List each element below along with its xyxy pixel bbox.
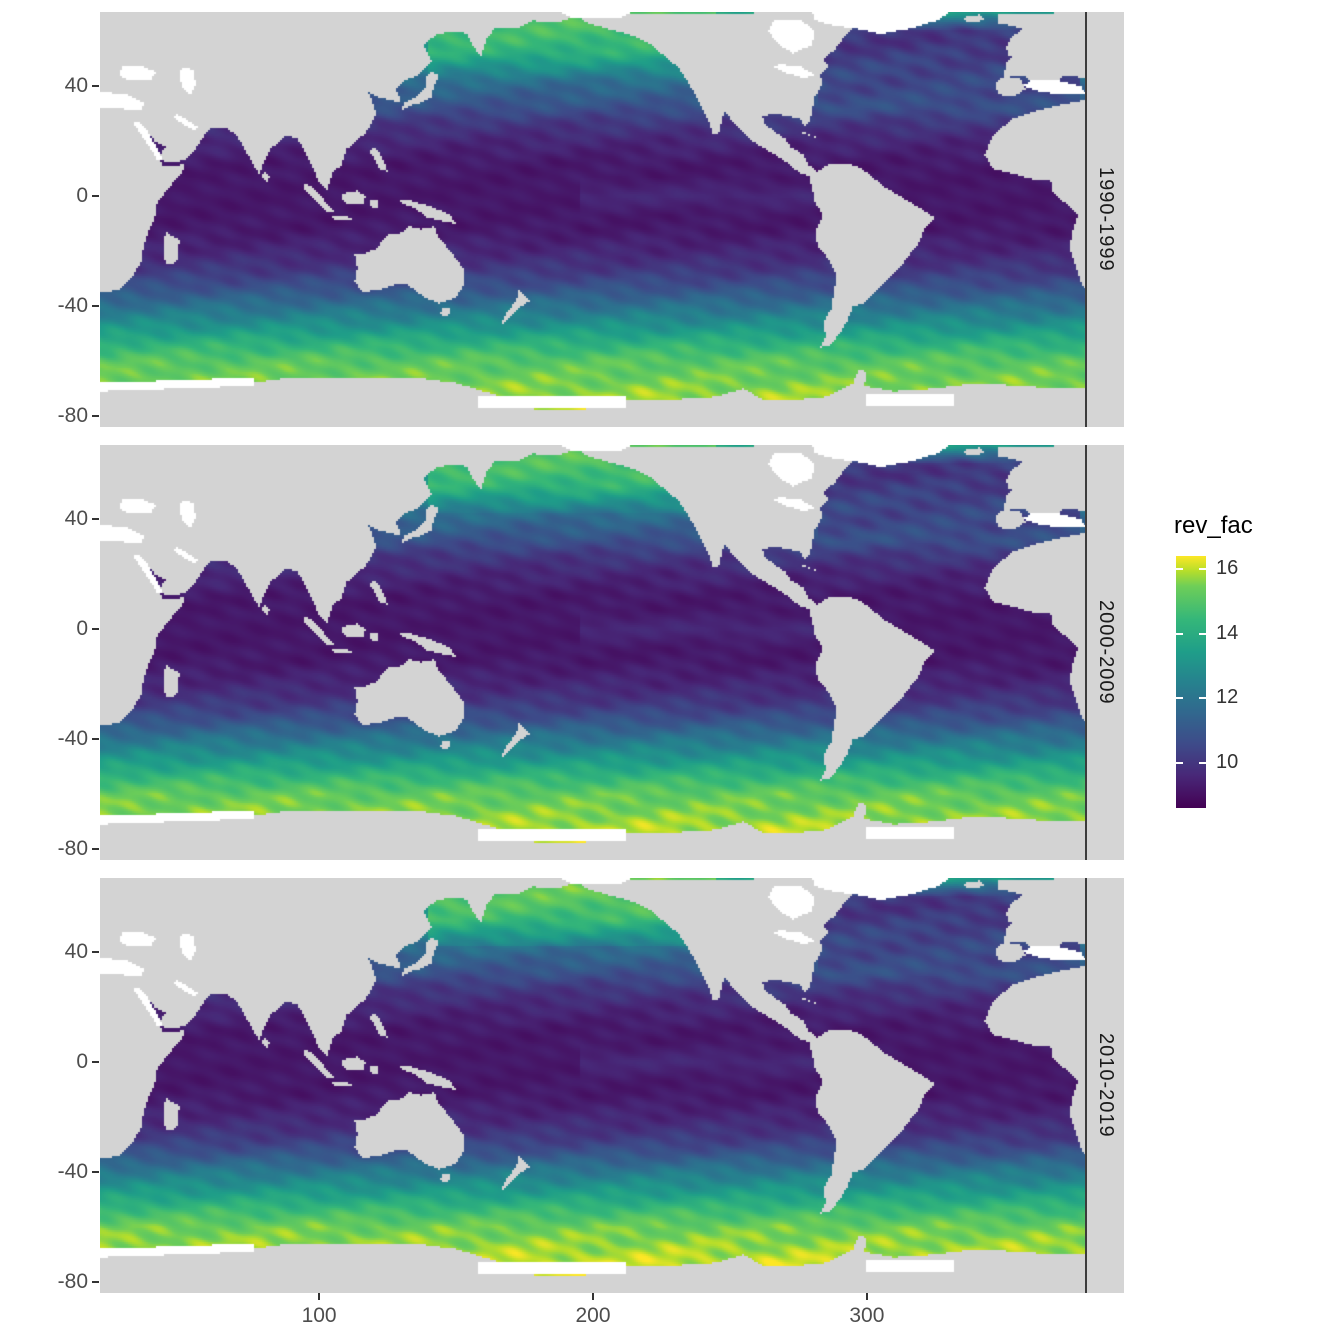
colorbar-tick-mark (1199, 697, 1206, 700)
y-axis-tick-label: -80 (57, 1270, 88, 1293)
colorbar-tick-label: 16 (1216, 556, 1239, 579)
facet-strip-1990-1999: 1990-1999 (1087, 12, 1124, 427)
colorbar-tick-mark (1199, 567, 1206, 570)
x-axis-tick-mark (865, 1293, 868, 1300)
y-axis-tick-label: 40 (64, 74, 88, 98)
x-axis-tick-mark (318, 1293, 321, 1300)
colorbar-tick-mark (1199, 632, 1206, 635)
y-axis-tick-label: -40 (57, 294, 88, 318)
map-raster-2000-2009 (100, 445, 1086, 860)
colorbar-tick-label: 12 (1216, 686, 1239, 709)
colorbar-tick-mark (1176, 567, 1183, 570)
y-axis-tick-label: 0 (76, 184, 88, 208)
map-raster-2010-2019 (100, 878, 1086, 1293)
y-axis-tick-mark (92, 1061, 99, 1064)
x-axis-tick-label: 200 (575, 1304, 611, 1327)
x-axis-tick-label: 300 (849, 1304, 885, 1327)
y-axis-tick-mark (92, 1281, 99, 1283)
facet-strip-2010-2019: 2010-2019 (1087, 878, 1124, 1293)
colorbar-tick-label: 10 (1216, 750, 1239, 773)
colorbar-tick-label: 14 (1216, 621, 1239, 644)
x-axis-tick-label: 100 (301, 1304, 337, 1327)
colorbar-tick-mark (1176, 761, 1183, 764)
y-axis-tick-mark (92, 518, 99, 521)
panel-border-line (1085, 12, 1087, 427)
y-axis-tick-label: 0 (76, 617, 88, 641)
colorbar (1176, 556, 1206, 808)
y-axis-tick-label: 40 (64, 507, 88, 531)
y-axis-tick-label: 0 (76, 1050, 88, 1074)
facet-strip-text: 2010-2019 (1095, 1033, 1117, 1138)
x-axis-tick-mark (592, 1293, 594, 1300)
colorbar-tick-mark (1176, 697, 1183, 700)
y-axis-tick-mark (92, 85, 99, 88)
facet-strip-text: 2000-2009 (1095, 600, 1117, 705)
facet-strip-2000-2009: 2000-2009 (1087, 445, 1124, 860)
y-axis-tick-mark (92, 951, 99, 954)
y-axis-tick-mark (92, 1171, 99, 1174)
y-axis-tick-label: 40 (64, 940, 88, 964)
panel-border-line (1085, 445, 1087, 860)
legend-title: rev_fac (1174, 512, 1253, 539)
y-axis-tick-label: -40 (57, 1160, 88, 1184)
y-axis-tick-label: -80 (57, 837, 88, 860)
facet-strip-text: 1990-1999 (1095, 167, 1117, 272)
y-axis-tick-mark (92, 628, 99, 631)
colorbar-tick-mark (1199, 761, 1206, 764)
y-axis-tick-mark (92, 195, 99, 198)
y-axis-tick-label: -80 (57, 404, 88, 427)
y-axis-tick-mark (92, 738, 99, 741)
panel-border-line (1085, 878, 1087, 1293)
y-axis-tick-mark (92, 848, 99, 850)
map-raster-1990-1999 (100, 12, 1086, 427)
colorbar-tick-mark (1176, 632, 1183, 635)
y-axis-tick-label: -40 (57, 727, 88, 751)
y-axis-tick-mark (92, 415, 99, 417)
y-axis-tick-mark (92, 305, 99, 308)
